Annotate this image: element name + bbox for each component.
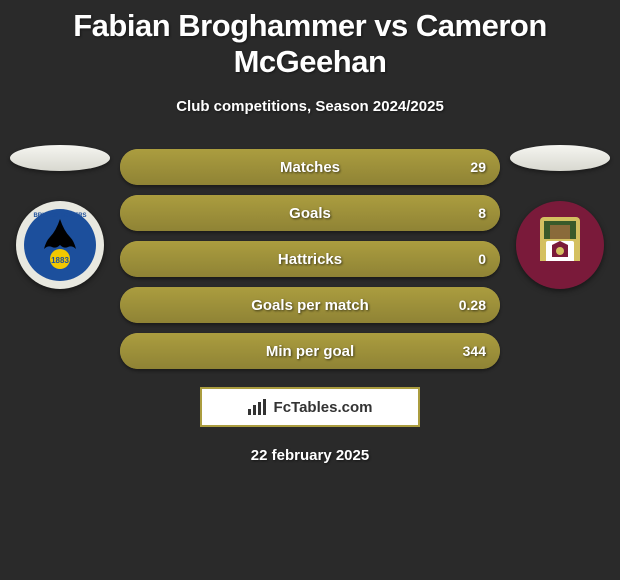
left-club-badge: 1883 BRISTOL ROVERS bbox=[16, 201, 104, 289]
northampton-icon bbox=[516, 201, 604, 289]
stat-label: Goals per match bbox=[251, 297, 369, 314]
stat-label: Hattricks bbox=[278, 251, 342, 268]
stat-right-value: 8 bbox=[478, 205, 486, 221]
stat-right-value: 0.28 bbox=[459, 297, 486, 313]
stat-label: Goals bbox=[289, 205, 331, 222]
stat-label: Matches bbox=[280, 159, 340, 176]
stat-pill-matches: Matches 29 bbox=[120, 149, 500, 185]
stat-right-value: 0 bbox=[478, 251, 486, 267]
left-player-placeholder bbox=[10, 145, 110, 171]
chart-icon bbox=[248, 399, 268, 415]
stat-right-value: 29 bbox=[470, 159, 486, 175]
brand-box[interactable]: FcTables.com bbox=[200, 387, 420, 427]
right-club-badge bbox=[516, 201, 604, 289]
stats-column: Matches 29 Goals 8 Hattricks 0 Goals per match… bbox=[120, 145, 500, 369]
page-title: Fabian Broghammer vs Cameron McGeehan bbox=[10, 8, 610, 80]
svg-text:1883: 1883 bbox=[51, 256, 69, 265]
stat-pill-goals: Goals 8 bbox=[120, 195, 500, 231]
stat-right-value: 344 bbox=[463, 343, 486, 359]
bristol-rovers-icon: 1883 BRISTOL ROVERS bbox=[16, 201, 104, 289]
footer-date: 22 february 2025 bbox=[10, 447, 610, 464]
brand-label: FcTables.com bbox=[274, 399, 373, 416]
svg-text:BRISTOL ROVERS: BRISTOL ROVERS bbox=[33, 213, 86, 219]
stat-pill-goals-per-match: Goals per match 0.28 bbox=[120, 287, 500, 323]
right-player-placeholder bbox=[510, 145, 610, 171]
stat-label: Min per goal bbox=[266, 343, 354, 360]
comparison-row: 1883 BRISTOL ROVERS Matches 29 Goals 8 Hattr… bbox=[10, 145, 610, 369]
right-player-col bbox=[510, 145, 610, 289]
stat-pill-min-per-goal: Min per goal 344 bbox=[120, 333, 500, 369]
subtitle: Club competitions, Season 2024/2025 bbox=[10, 98, 610, 115]
stat-pill-hattricks: Hattricks 0 bbox=[120, 241, 500, 277]
left-player-col: 1883 BRISTOL ROVERS bbox=[10, 145, 110, 289]
